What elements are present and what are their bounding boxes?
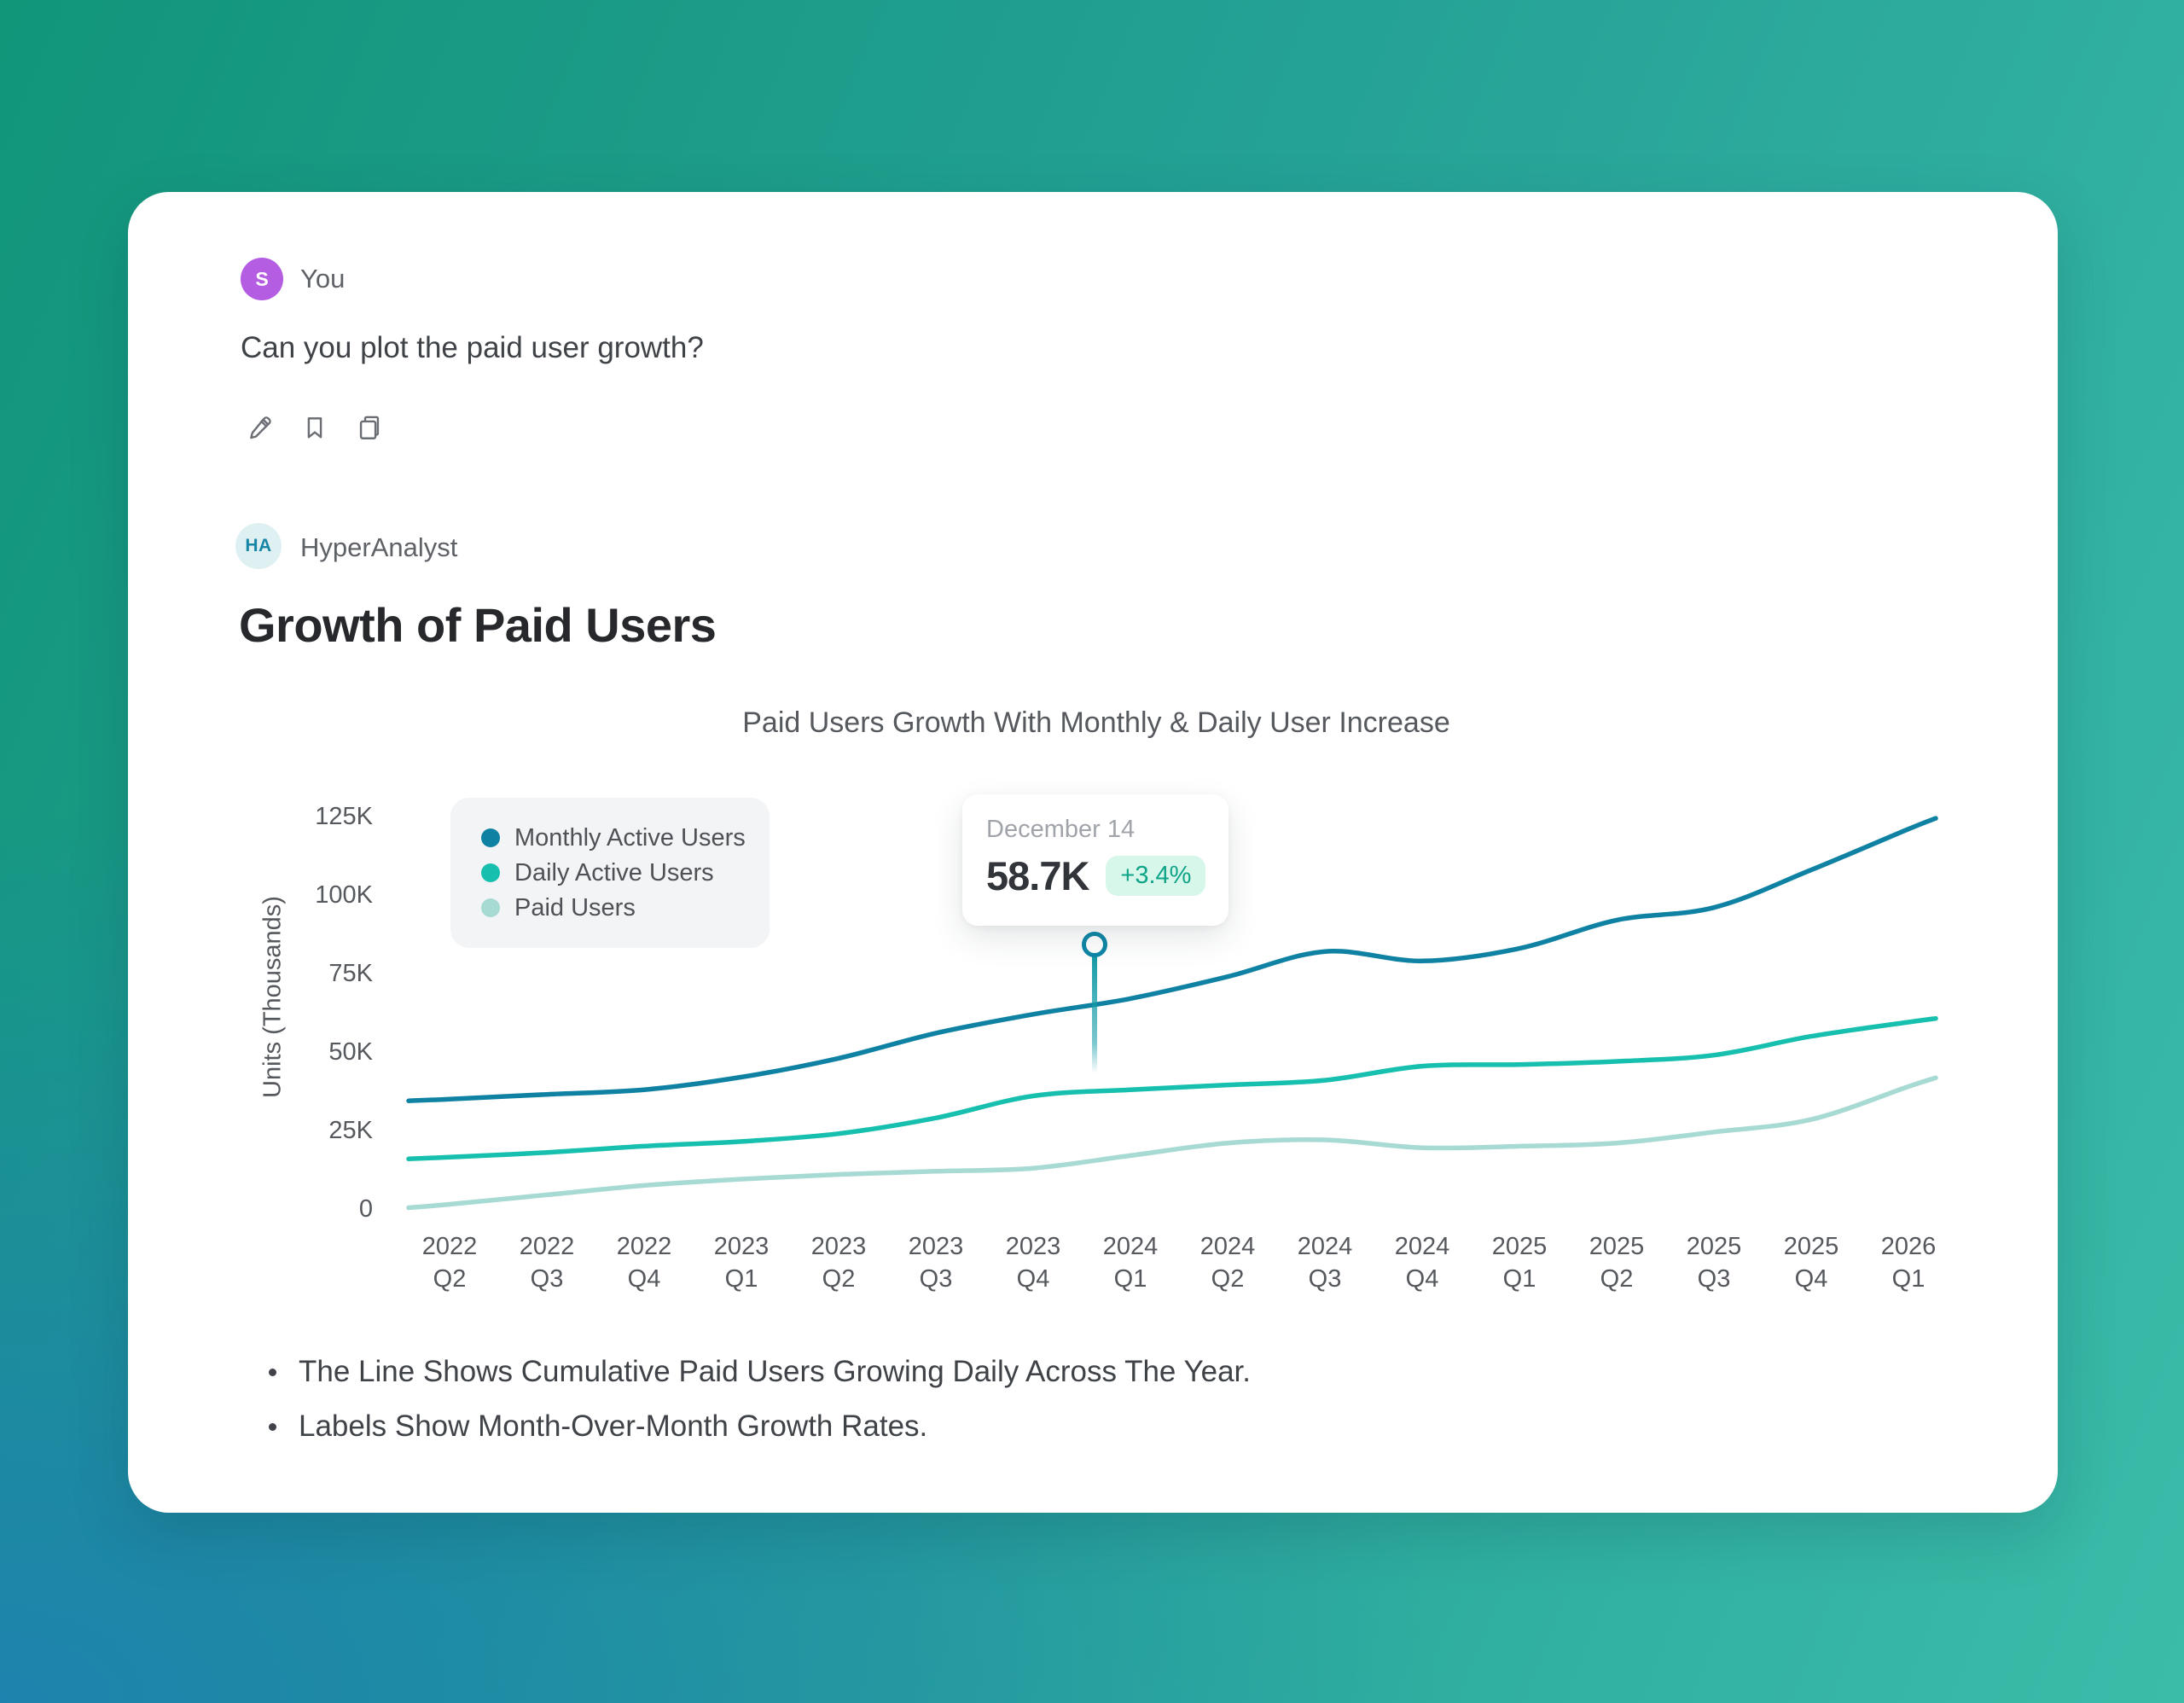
daily-series-dot: [481, 863, 500, 882]
x-tick-label: 2025 Q1: [1491, 1233, 1548, 1293]
x-tick-label: 2022 Q3: [519, 1233, 575, 1293]
note-item: The Line Shows Cumulative Paid Users Gro…: [269, 1355, 1251, 1389]
note-item: Labels Show Month-Over-Month Growth Rate…: [269, 1409, 1251, 1444]
bullet-dot: [269, 1422, 276, 1431]
x-tick-label: 2024 Q4: [1394, 1233, 1450, 1293]
message-actions: [241, 408, 389, 447]
copy-icon: [359, 416, 380, 439]
tooltip-growth-badge: +3.4%: [1106, 856, 1206, 896]
x-tick-label: 2024 Q1: [1102, 1233, 1159, 1293]
user-avatar: S: [241, 258, 283, 300]
user-message-text: Can you plot the paid user growth?: [241, 331, 704, 364]
x-tick-label: 2025 Q4: [1783, 1233, 1839, 1293]
legend-item-monthly[interactable]: Monthly Active Users: [481, 824, 770, 852]
user-avatar-initial: S: [255, 267, 269, 290]
x-tick-label: 2025 Q2: [1589, 1233, 1645, 1293]
monthly-series-dot: [481, 828, 500, 847]
x-tick-label: 2023 Q1: [713, 1233, 770, 1293]
assistant-name: HyperAnalyst: [300, 532, 458, 562]
assistant-avatar-initials: HA: [245, 536, 272, 555]
page-title: Growth of Paid Users: [239, 598, 717, 652]
x-tick-label: 2025 Q3: [1686, 1233, 1742, 1293]
x-tick-label: 2023 Q3: [908, 1233, 964, 1293]
y-tick-label: 125K: [315, 803, 373, 830]
legend-label: Monthly Active Users: [514, 823, 746, 852]
chart-legend: Monthly Active Users Daily Active Users …: [450, 798, 770, 948]
y-tick-label: 0: [358, 1195, 373, 1223]
tooltip-marker-point[interactable]: [1082, 932, 1107, 957]
tooltip-date: December 14: [986, 816, 1136, 843]
note-text: Labels Show Month-Over-Month Growth Rate…: [299, 1409, 928, 1443]
paid-series-dot: [481, 898, 500, 917]
user-name: You: [300, 264, 346, 294]
x-tick-label: 2023 Q2: [810, 1233, 867, 1293]
assistant-avatar: HA: [235, 523, 282, 569]
paid-users-line[interactable]: [406, 1075, 1938, 1211]
x-tick-label: 2023 Q4: [1005, 1233, 1061, 1293]
copy-button[interactable]: [350, 408, 389, 447]
bookmark-button[interactable]: [295, 408, 334, 447]
y-tick-label: 100K: [315, 881, 373, 909]
x-tick-label: 2022 Q2: [421, 1233, 478, 1293]
x-tick-label: 2024 Q3: [1297, 1233, 1353, 1293]
y-tick-label: 75K: [328, 960, 373, 987]
legend-label: Paid Users: [514, 893, 636, 921]
daily-active-users-line[interactable]: [406, 1015, 1938, 1162]
y-tick-label: 25K: [328, 1117, 373, 1144]
monthly-active-users-line[interactable]: [406, 816, 1938, 1103]
x-tick-label: 2022 Q4: [616, 1233, 672, 1293]
edit-icon: [250, 416, 271, 439]
x-tick-label: 2024 Q2: [1199, 1233, 1256, 1293]
tooltip-value: 58.7K: [986, 853, 1089, 898]
note-text: The Line Shows Cumulative Paid Users Gro…: [299, 1355, 1252, 1388]
legend-label: Daily Active Users: [514, 858, 714, 886]
x-tick-label: 2026 Q1: [1880, 1233, 1937, 1293]
legend-item-daily[interactable]: Daily Active Users: [481, 859, 770, 887]
chart-tooltip: December 14 58.7K +3.4%: [962, 794, 1228, 926]
edit-button[interactable]: [241, 408, 280, 447]
chart-title: Paid Users Growth With Monthly & Daily U…: [742, 706, 1450, 739]
notes-list: The Line Shows Cumulative Paid Users Gro…: [269, 1355, 1251, 1464]
y-tick-label: 50K: [328, 1038, 373, 1066]
legend-item-paid[interactable]: Paid Users: [481, 894, 770, 922]
bookmark-icon: [307, 417, 322, 439]
bullet-dot: [269, 1368, 276, 1376]
line-chart[interactable]: [375, 768, 1996, 1280]
